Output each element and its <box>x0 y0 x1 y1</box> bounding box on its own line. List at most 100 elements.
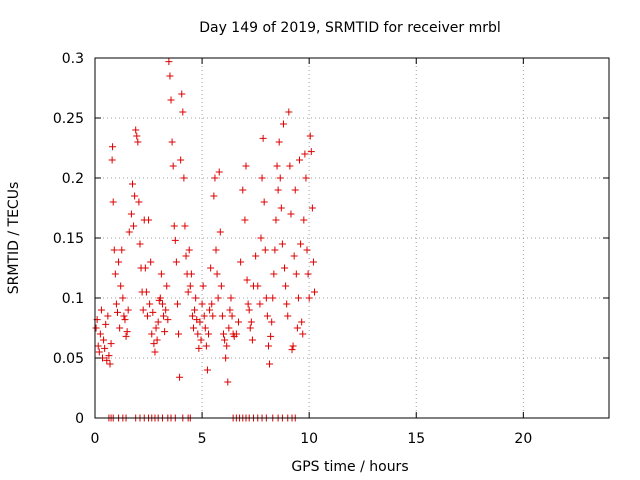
data-point <box>103 356 111 364</box>
data-point <box>179 108 187 116</box>
data-point <box>197 336 205 344</box>
data-point <box>142 288 150 296</box>
data-point <box>194 330 202 338</box>
y-tick-label: 0.25 <box>53 111 84 127</box>
y-tick-label: 0.2 <box>62 171 84 187</box>
data-point <box>100 336 108 344</box>
data-point <box>149 308 157 316</box>
data-point <box>278 240 286 248</box>
y-tick-label: 0.05 <box>53 351 84 367</box>
chart-title: Day 149 of 2019, SRMTID for receiver mrb… <box>199 20 501 36</box>
data-point <box>128 180 136 188</box>
data-point <box>139 306 147 314</box>
data-point <box>109 143 117 151</box>
data-point <box>256 300 264 308</box>
data-point <box>205 330 213 338</box>
data-point <box>221 336 229 344</box>
x-tick-label: 5 <box>198 431 207 447</box>
data-point <box>241 216 249 224</box>
data-point <box>119 294 127 302</box>
data-point <box>177 156 185 164</box>
data-point <box>113 308 121 316</box>
data-point <box>173 300 181 308</box>
data-point <box>211 174 219 182</box>
y-axis-label: SRMTID / TECUs <box>6 182 22 295</box>
data-point <box>107 340 115 348</box>
data-point <box>267 332 275 340</box>
data-point <box>195 344 203 352</box>
x-axis-label: GPS time / hours <box>291 459 408 475</box>
data-point <box>266 360 274 368</box>
data-point <box>185 246 193 254</box>
data-point <box>268 318 276 326</box>
y-tick-label: 0.15 <box>53 231 84 247</box>
data-point <box>160 312 168 320</box>
data-point <box>228 312 236 320</box>
data-point <box>198 300 206 308</box>
data-point <box>264 342 272 350</box>
data-point <box>223 342 231 350</box>
data-point <box>216 228 224 236</box>
data-point <box>257 234 265 242</box>
data-point <box>297 240 305 248</box>
x-tick-labels: 0 5 10 15 20 <box>91 431 533 447</box>
data-point <box>148 330 156 338</box>
data-point <box>135 198 143 206</box>
data-point <box>301 150 309 158</box>
data-point <box>214 294 222 302</box>
data-point <box>206 306 214 314</box>
data-point <box>124 306 132 314</box>
data-point <box>294 294 302 302</box>
data-point <box>309 258 317 266</box>
data-point <box>275 138 283 146</box>
data-point <box>118 246 126 254</box>
data-point <box>167 96 175 104</box>
data-point <box>291 186 299 194</box>
data-point <box>102 320 110 328</box>
data-point <box>234 318 242 326</box>
data-point <box>157 270 165 278</box>
y-tick-labels: 0 0.05 0.1 0.15 0.2 0.25 0.3 <box>53 51 84 427</box>
data-point <box>92 324 100 332</box>
data-point <box>208 300 216 308</box>
data-point <box>203 366 211 374</box>
data-point <box>287 210 295 218</box>
data-point <box>169 162 177 170</box>
data-point <box>288 346 296 354</box>
data-point <box>161 328 169 336</box>
data-point <box>311 288 319 296</box>
data-point <box>279 120 287 128</box>
data-point <box>305 294 313 302</box>
data-point <box>134 138 142 146</box>
data-point <box>141 264 149 272</box>
data-point <box>175 330 183 338</box>
data-point <box>271 246 279 254</box>
data-point <box>94 342 102 350</box>
data-point <box>226 306 234 314</box>
data-point <box>285 108 293 116</box>
data-point <box>97 306 105 314</box>
data-point <box>244 300 252 308</box>
data-point <box>300 216 308 224</box>
data-point <box>101 344 109 352</box>
data-point <box>123 328 131 336</box>
data-point <box>162 306 170 314</box>
data-point <box>136 240 144 248</box>
data-point <box>110 246 118 254</box>
y-tick-label: 0 <box>75 411 84 427</box>
data-point <box>245 306 253 314</box>
data-point <box>180 174 188 182</box>
data-point <box>269 294 277 302</box>
data-point <box>259 134 267 142</box>
data-point <box>247 318 255 326</box>
data-point <box>108 156 116 164</box>
x-tick-label: 0 <box>91 431 100 447</box>
data-point <box>130 222 138 230</box>
data-point <box>163 282 171 290</box>
data-point <box>105 352 113 360</box>
data-point <box>215 168 223 176</box>
data-point <box>178 90 186 98</box>
data-point <box>225 324 233 332</box>
data-point <box>150 340 158 348</box>
